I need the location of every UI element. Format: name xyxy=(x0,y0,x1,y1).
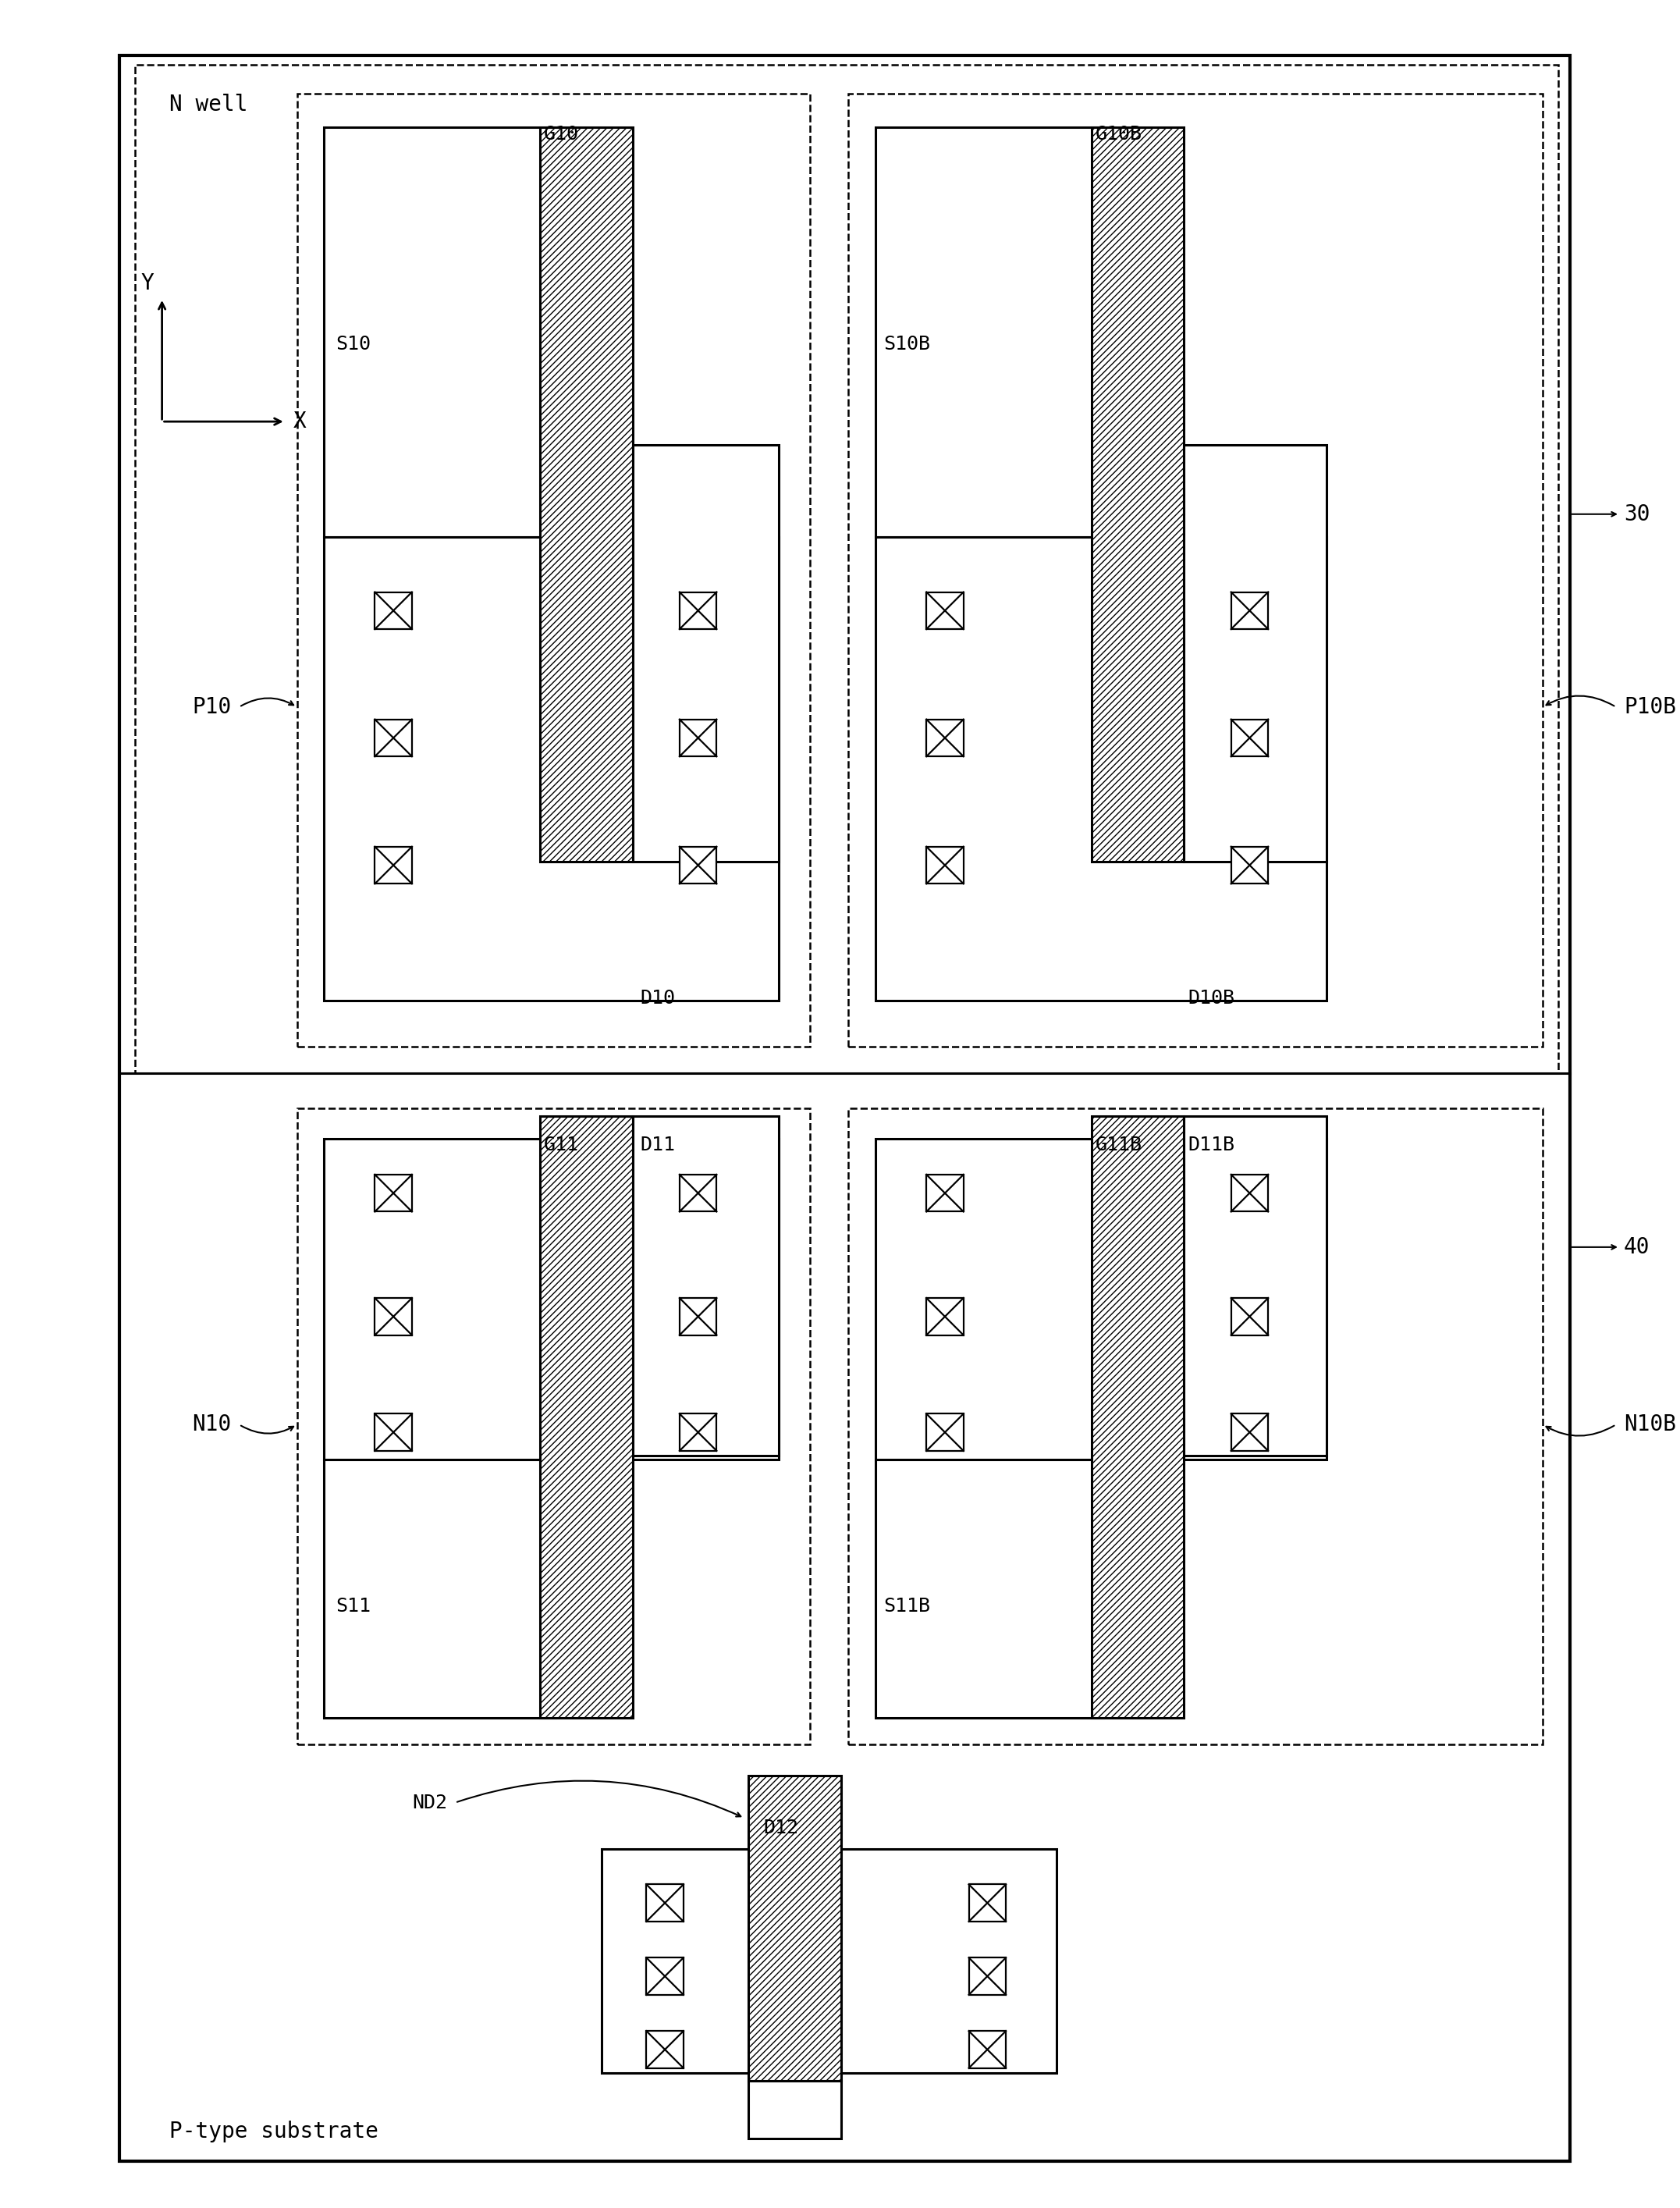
Bar xyxy=(1092,126,1184,861)
Bar xyxy=(748,1775,840,2080)
Bar xyxy=(926,846,963,883)
Bar xyxy=(926,592,963,629)
Bar xyxy=(375,1175,412,1212)
Bar xyxy=(324,1139,780,1459)
Bar xyxy=(748,1775,840,2080)
Bar xyxy=(297,93,810,1047)
Bar xyxy=(601,1848,1057,2073)
Text: S10B: S10B xyxy=(884,336,931,353)
Bar xyxy=(647,1958,684,1994)
Bar xyxy=(1092,1115,1184,1718)
Bar xyxy=(633,1115,780,1455)
Bar xyxy=(680,1175,717,1212)
Bar xyxy=(926,1413,963,1451)
Bar xyxy=(1092,1115,1184,1718)
Text: G10B: G10B xyxy=(1095,124,1142,144)
Bar xyxy=(539,126,633,861)
Bar xyxy=(1231,592,1268,629)
Bar xyxy=(119,55,1569,2162)
Bar xyxy=(680,846,717,883)
Text: X: X xyxy=(292,411,306,433)
Bar xyxy=(324,1459,556,1718)
Bar xyxy=(324,537,780,1000)
Text: D10: D10 xyxy=(640,989,675,1007)
Text: N well: N well xyxy=(170,93,249,115)
Text: 30: 30 xyxy=(1625,503,1650,526)
Text: G11: G11 xyxy=(544,1135,580,1155)
Bar xyxy=(875,1139,1327,1459)
Bar xyxy=(539,1115,633,1718)
Bar xyxy=(875,126,1104,537)
Bar xyxy=(969,1883,1006,1921)
Text: S10: S10 xyxy=(336,336,371,353)
Bar xyxy=(680,1298,717,1336)
Bar xyxy=(848,1108,1542,1744)
Bar xyxy=(539,1115,633,1718)
Bar xyxy=(324,126,556,537)
Bar xyxy=(1231,720,1268,757)
Bar xyxy=(1184,444,1327,861)
Text: D11: D11 xyxy=(640,1135,675,1155)
Bar xyxy=(375,592,412,629)
Bar xyxy=(1231,1413,1268,1451)
Bar xyxy=(539,126,633,861)
Bar xyxy=(375,846,412,883)
Text: 40: 40 xyxy=(1625,1236,1650,1259)
Bar xyxy=(680,720,717,757)
Bar xyxy=(375,720,412,757)
Bar xyxy=(748,1775,840,2080)
Bar xyxy=(875,1459,1104,1718)
Bar xyxy=(539,1115,633,1718)
Text: D11B: D11B xyxy=(1188,1135,1235,1155)
Bar xyxy=(875,537,1327,1000)
Text: ND2: ND2 xyxy=(412,1793,447,1813)
Bar xyxy=(969,2031,1006,2069)
Bar xyxy=(1184,1115,1327,1455)
Bar xyxy=(633,444,780,861)
Text: P10B: P10B xyxy=(1625,696,1677,718)
Text: N10: N10 xyxy=(192,1413,232,1435)
Bar xyxy=(1092,1115,1184,1718)
Bar xyxy=(680,592,717,629)
Bar xyxy=(680,1413,717,1451)
Bar xyxy=(647,2031,684,2069)
Bar xyxy=(375,1413,412,1451)
Text: D10B: D10B xyxy=(1188,989,1235,1007)
Bar xyxy=(1092,126,1184,861)
Text: N10B: N10B xyxy=(1625,1413,1677,1435)
Text: Y: Y xyxy=(141,272,155,294)
Bar xyxy=(375,1298,412,1336)
Bar xyxy=(848,93,1542,1047)
Text: P10: P10 xyxy=(192,696,232,718)
Text: S11: S11 xyxy=(336,1596,371,1616)
Bar xyxy=(926,1298,963,1336)
Bar xyxy=(1231,846,1268,883)
Text: G11B: G11B xyxy=(1095,1135,1142,1155)
Bar xyxy=(926,1175,963,1212)
Text: D12: D12 xyxy=(764,1819,798,1837)
Bar xyxy=(926,720,963,757)
Bar xyxy=(539,126,633,861)
Text: P-type substrate: P-type substrate xyxy=(170,2120,378,2142)
Text: S11B: S11B xyxy=(884,1596,931,1616)
Bar xyxy=(1231,1175,1268,1212)
Bar xyxy=(134,64,1557,1073)
Bar xyxy=(1231,1298,1268,1336)
Bar xyxy=(647,1883,684,1921)
Text: G10: G10 xyxy=(544,124,580,144)
Bar xyxy=(297,1108,810,1744)
Bar xyxy=(748,2080,840,2137)
Bar xyxy=(969,1958,1006,1994)
Bar xyxy=(1092,126,1184,861)
